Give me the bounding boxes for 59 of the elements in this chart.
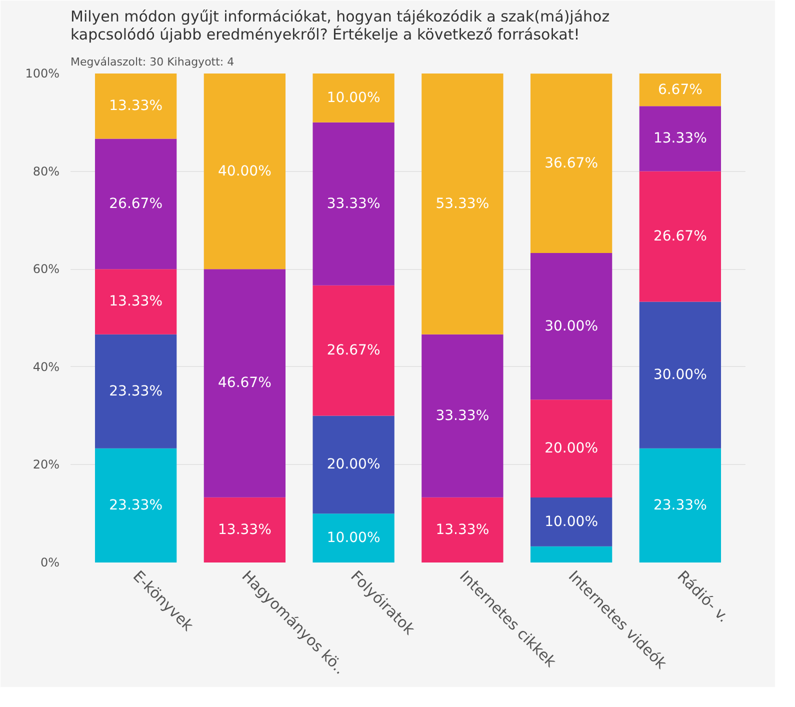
data-label: 33.33% [436,408,490,424]
data-label: 26.67% [326,342,380,359]
data-label: 30.00% [653,367,707,384]
bar [312,416,394,514]
bar [94,448,177,562]
y-tick-label: 60% [32,262,60,276]
data-label: 13.33% [109,98,163,114]
data-label: 23.33% [109,497,163,514]
data-label: 26.67% [109,196,163,212]
bar [204,497,286,562]
data-label: 40.00% [218,163,272,180]
bar [639,448,722,562]
bar [530,497,612,546]
chart-title: Milyen módon gyűjt információkat, hogyan tájékozódik a szak(má)jához kapcsolódó újabb eredményekről? Értékelje a következő forrásokat! [70,8,610,44]
bar [639,106,722,172]
data-label: 13.33% [436,522,490,538]
bar [94,269,177,334]
data-label: 23.33% [653,497,707,514]
data-label: 36.67% [544,155,598,172]
data-label: 13.33% [218,522,272,538]
bar [94,334,177,448]
y-tick-label: 40% [32,360,60,374]
data-label: 20.00% [326,456,380,473]
bar [312,285,394,416]
y-tick-label: 20% [32,458,60,472]
data-label: 13.33% [653,130,707,147]
data-label: 26.67% [653,228,707,245]
bar [312,74,394,122]
y-tick-label: 80% [32,164,60,178]
data-label: 6.67% [658,82,702,98]
bar [639,302,722,448]
bar [530,400,612,498]
bar [639,171,722,302]
data-label: 53.33% [436,196,490,212]
bar [312,514,394,562]
bar [422,74,504,334]
bar [312,122,394,286]
data-label: 13.33% [109,294,163,310]
y-tick-label: 100% [25,66,60,80]
data-label: 20.00% [544,440,598,457]
bar [422,497,504,562]
bar [94,74,177,139]
data-label: 46.67% [218,375,272,392]
data-label: 23.33% [109,383,163,400]
bar [530,252,612,400]
bar [422,334,504,498]
data-label: 10.00% [544,514,598,530]
data-label: 10.00% [326,530,380,546]
bar [530,74,612,253]
chart-subtitle: Megválaszolt: 30 Kihagyott: 4 [70,56,234,68]
bar [94,138,177,270]
bar [204,269,286,498]
data-label: 33.33% [326,196,380,212]
bar [204,74,286,270]
bar [639,74,722,106]
bar [530,546,612,562]
data-label: 10.00% [326,90,380,106]
y-tick-label: 0% [40,556,60,570]
data-label: 30.00% [544,318,598,334]
